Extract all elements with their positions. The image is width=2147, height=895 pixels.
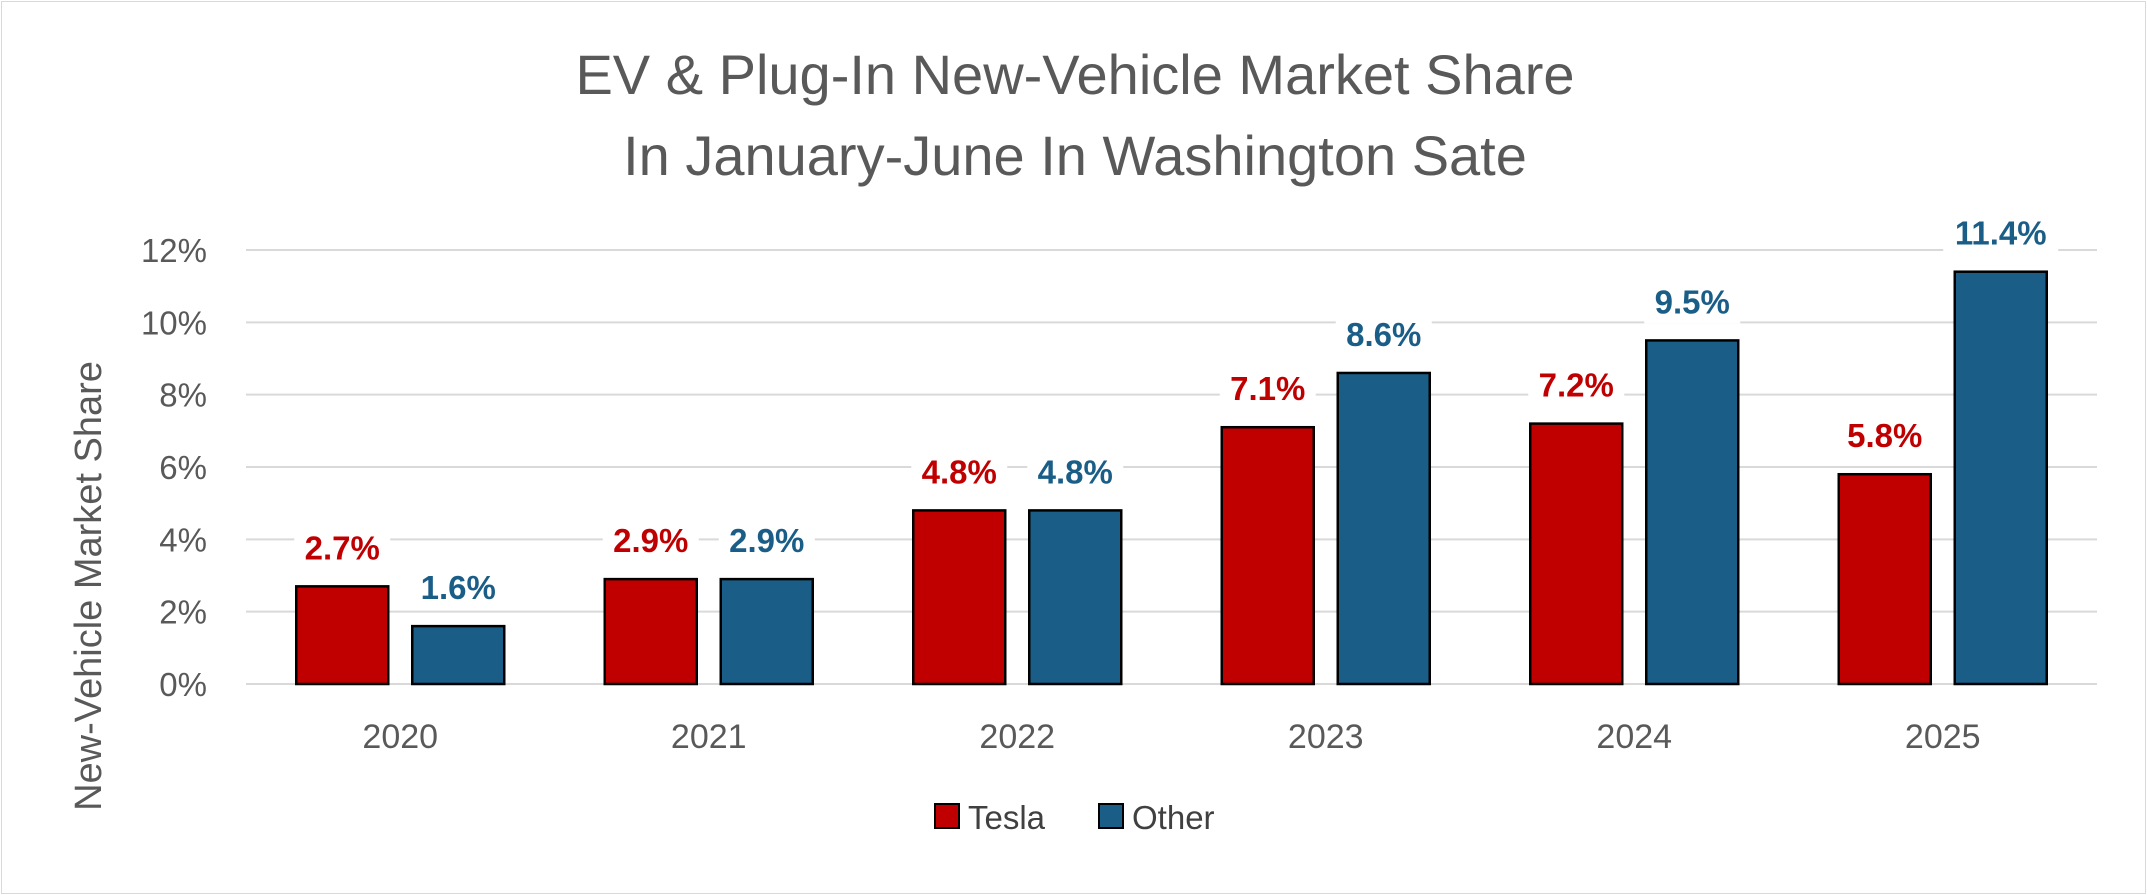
- legend: Tesla Other: [934, 799, 1215, 836]
- data-label-background: [718, 522, 815, 563]
- bar-tesla-2020: [295, 585, 390, 686]
- bar-other-2023: [1336, 371, 1431, 686]
- data-label-other-2021: 2.9%: [729, 522, 804, 559]
- y-tick-label: 8%: [159, 377, 207, 414]
- data-label-tesla-2025: 5.8%: [1847, 417, 1922, 454]
- data-label-background: [1644, 283, 1741, 324]
- bar-tesla-2025: [1837, 472, 1932, 686]
- data-label-other-2025: 11.4%: [1955, 215, 2047, 252]
- x-category-label: 2023: [1288, 718, 1364, 756]
- chart-title: EV & Plug-In New-Vehicle Market Share: [575, 43, 1574, 106]
- y-tick-label: 12%: [141, 232, 207, 269]
- y-axis-ticks: 0% 2% 4% 6% 8% 10% 12%: [141, 232, 207, 703]
- x-category-label: 2021: [671, 718, 747, 756]
- bar-tesla-2024: [1529, 422, 1624, 686]
- data-label-tesla-2023: 7.1%: [1230, 370, 1305, 407]
- bar-tesla-2023: [1220, 425, 1315, 686]
- data-label-background: [1335, 315, 1432, 356]
- bar-tesla-2022: [912, 509, 1007, 686]
- chart-subtitle: In January-June In Washington Sate: [623, 124, 1527, 187]
- data-label-tesla-2021: 2.9%: [613, 522, 688, 559]
- x-category-label: 2022: [979, 718, 1055, 756]
- data-label-other-2023: 8.6%: [1346, 316, 1421, 353]
- y-tick-label: 10%: [141, 304, 207, 341]
- data-label-background: [602, 522, 699, 563]
- y-tick-label: 6%: [159, 449, 207, 486]
- x-axis-categories: 2020 2021 2022 2023 2024 2025: [362, 718, 1980, 756]
- bar-other-2024: [1645, 339, 1740, 686]
- data-label-tesla-2022: 4.8%: [922, 453, 997, 490]
- x-category-label: 2024: [1596, 718, 1672, 756]
- y-tick-label: 2%: [159, 594, 207, 631]
- data-label-tesla-2024: 7.2%: [1539, 367, 1614, 404]
- legend-label-other: Other: [1132, 799, 1215, 836]
- y-tick-label: 0%: [159, 666, 207, 703]
- gridlines: [246, 249, 2097, 685]
- y-axis-title: New-Vehicle Market Share: [68, 361, 110, 811]
- data-label-other-2024: 9.5%: [1655, 283, 1730, 320]
- bar-other-2025: [1953, 270, 2048, 686]
- data-label-background: [294, 529, 391, 570]
- bar-other-2022: [1028, 509, 1123, 686]
- data-label-other-2022: 4.8%: [1038, 453, 1113, 490]
- bar-tesla-2021: [603, 577, 698, 686]
- data-label-background: [1836, 417, 1933, 458]
- bar-other-2021: [719, 577, 814, 686]
- data-label-background: [1219, 370, 1316, 411]
- legend-swatch-tesla: [934, 803, 960, 829]
- data-label-background: [1027, 453, 1124, 494]
- data-label-tesla-2020: 2.7%: [305, 529, 380, 566]
- data-label-background: [410, 569, 507, 610]
- data-labels: 2.7% 1.6% 2.9% 2.9% 4.8% 4.8% 7.1% 8.6% 7.2% 9.5%…: [294, 214, 2059, 610]
- legend-label-tesla: Tesla: [968, 799, 1046, 836]
- data-label-other-2020: 1.6%: [421, 569, 496, 606]
- data-label-background: [1943, 214, 2059, 255]
- x-category-label: 2020: [362, 718, 438, 756]
- data-label-background: [911, 453, 1008, 494]
- x-category-label: 2025: [1905, 718, 1981, 756]
- data-label-background: [1528, 366, 1625, 407]
- legend-swatch-other: [1098, 803, 1124, 829]
- y-tick-label: 4%: [159, 521, 207, 558]
- bars: [295, 270, 2048, 686]
- bar-other-2020: [411, 624, 506, 686]
